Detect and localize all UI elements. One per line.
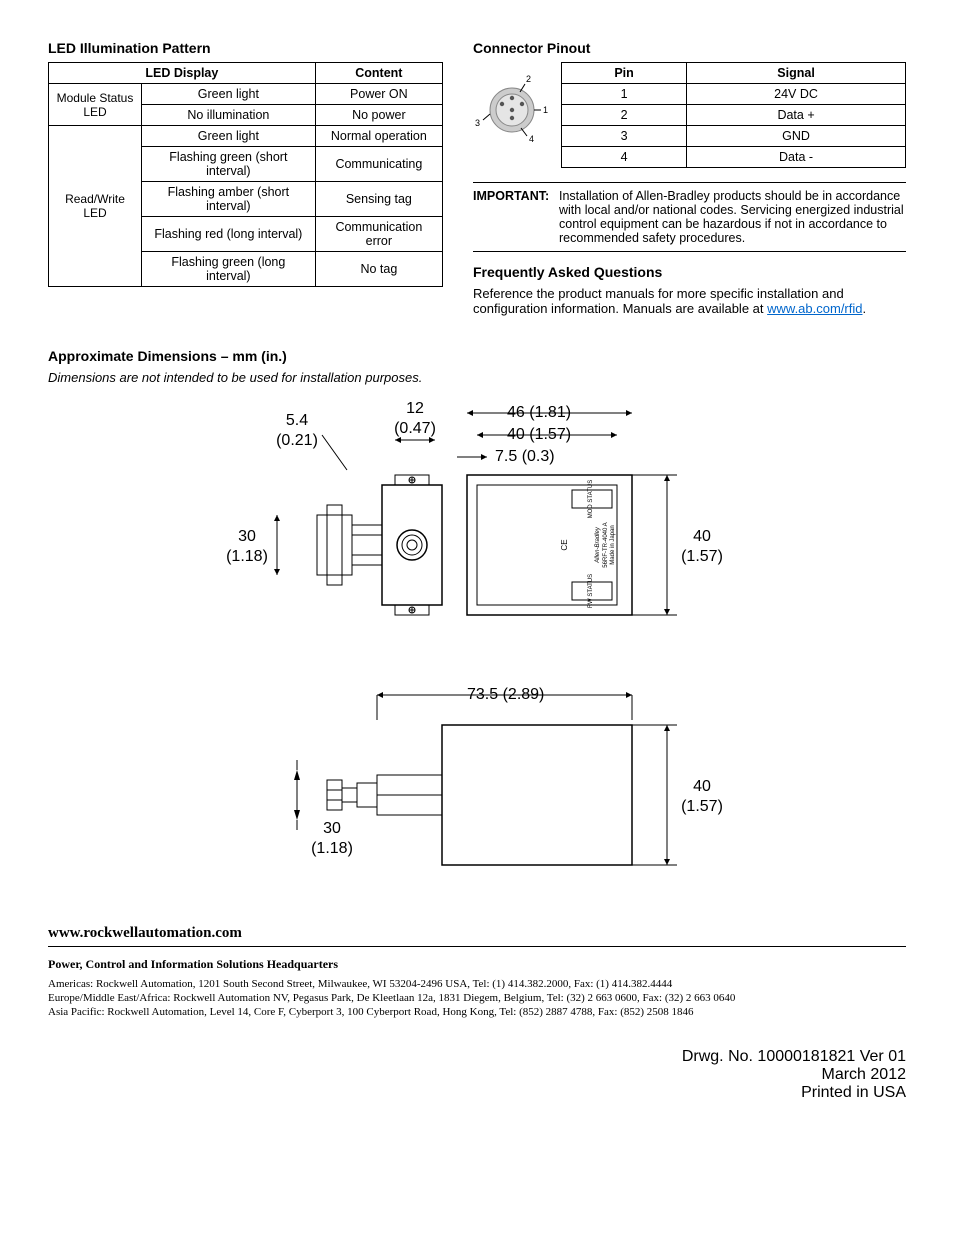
- svg-text:40: 40: [693, 778, 711, 795]
- led-cell: Communicating: [315, 147, 442, 182]
- pin-cell: 3: [562, 126, 687, 147]
- svg-text:30: 30: [238, 528, 256, 545]
- svg-text:46 (1.81): 46 (1.81): [507, 404, 571, 421]
- led-group-rw: Read/Write LED: [49, 126, 142, 287]
- svg-text:(1.18): (1.18): [226, 548, 268, 565]
- led-cell: Communication error: [315, 217, 442, 252]
- pin-label-3: 3: [475, 118, 480, 128]
- led-cell: Normal operation: [315, 126, 442, 147]
- footer-line: Asia Pacific: Rockwell Automation, Level…: [48, 1006, 906, 1018]
- svg-text:40 (1.57): 40 (1.57): [507, 426, 571, 443]
- led-cell: Power ON: [315, 84, 442, 105]
- led-cell: No power: [315, 105, 442, 126]
- pin-cell: 24V DC: [687, 84, 906, 105]
- dimension-figure-top: 5.4 (0.21) 12 (0.47) 46 (1.81) 40 (1.57)…: [177, 395, 777, 645]
- svg-text:RW STATUS: RW STATUS: [588, 574, 594, 608]
- led-header-content: Content: [315, 63, 442, 84]
- pinout-header-signal: Signal: [687, 63, 906, 84]
- doc-printed: Printed in USA: [48, 1084, 906, 1102]
- pin-label-2: 2: [526, 74, 531, 84]
- svg-text:(1.57): (1.57): [681, 548, 723, 565]
- svg-text:5.4: 5.4: [286, 412, 308, 429]
- important-label: IMPORTANT:: [473, 189, 559, 245]
- dimension-figure-side: 73.5 (2.89) 40 (1.57): [177, 675, 777, 885]
- faq-text: Reference the product manuals for more s…: [473, 286, 906, 316]
- faq-link[interactable]: www.ab.com/rfid: [767, 301, 862, 316]
- svg-text:30: 30: [323, 820, 341, 837]
- footer-divider: [48, 946, 906, 947]
- footer-line: Europe/Middle East/Africa: Rockwell Auto…: [48, 992, 906, 1004]
- led-group-module: Module Status LED: [49, 84, 142, 126]
- led-cell: Green light: [142, 84, 316, 105]
- important-text: Installation of Allen-Bradley products s…: [559, 189, 906, 245]
- svg-text:Allen-Bradley: Allen-Bradley: [595, 526, 601, 564]
- pinout-table: Pin Signal 124V DC 2Data + 3GND 4Data -: [561, 62, 906, 168]
- svg-text:CE: CE: [560, 539, 569, 550]
- led-cell: Green light: [142, 126, 316, 147]
- led-cell: Flashing amber (short interval): [142, 182, 316, 217]
- svg-text:Made in Japan: Made in Japan: [610, 525, 616, 564]
- pin-cell: 1: [562, 84, 687, 105]
- faq-title: Frequently Asked Questions: [473, 264, 906, 280]
- svg-text:MOD STATUS: MOD STATUS: [588, 480, 594, 518]
- svg-text:(1.18): (1.18): [311, 840, 353, 857]
- doc-drwg: Drwg. No. 10000181821 Ver 01: [48, 1048, 906, 1066]
- svg-text:73.5 (2.89): 73.5 (2.89): [467, 686, 544, 703]
- svg-text:7.5 (0.3): 7.5 (0.3): [495, 448, 555, 465]
- pin-cell: 4: [562, 147, 687, 168]
- footer-line: Americas: Rockwell Automation, 1201 Sout…: [48, 978, 906, 990]
- svg-text:40: 40: [693, 528, 711, 545]
- pinout-title: Connector Pinout: [473, 40, 906, 56]
- doc-date: March 2012: [48, 1066, 906, 1084]
- footer-head: Power, Control and Information Solutions…: [48, 957, 906, 972]
- pin-cell: Data +: [687, 105, 906, 126]
- footer-url[interactable]: www.rockwellautomation.com: [48, 925, 906, 942]
- dims-title: Approximate Dimensions – mm (in.): [48, 348, 906, 364]
- led-cell: No illumination: [142, 105, 316, 126]
- led-cell: Flashing green (long interval): [142, 252, 316, 287]
- led-cell: Sensing tag: [315, 182, 442, 217]
- led-table: LED Display Content Module Status LED Gr…: [48, 62, 443, 287]
- faq-suffix: .: [863, 301, 867, 316]
- pin-cell: GND: [687, 126, 906, 147]
- connector-diagram: 1 2 3 4: [473, 62, 551, 155]
- pin-cell: 2: [562, 105, 687, 126]
- pinout-header-pin: Pin: [562, 63, 687, 84]
- important-notice: IMPORTANT: Installation of Allen-Bradley…: [473, 182, 906, 252]
- led-cell: Flashing red (long interval): [142, 217, 316, 252]
- svg-text:12: 12: [406, 400, 424, 417]
- svg-text:(0.47): (0.47): [394, 420, 436, 437]
- svg-text:(0.21): (0.21): [276, 432, 318, 449]
- svg-text:56RF-TR-4040 A: 56RF-TR-4040 A: [603, 522, 609, 567]
- dims-note: Dimensions are not intended to be used f…: [48, 370, 906, 385]
- pin-label-4: 4: [529, 134, 534, 144]
- pin-cell: Data -: [687, 147, 906, 168]
- pin-label-1: 1: [543, 105, 548, 115]
- led-header-display: LED Display: [49, 63, 316, 84]
- svg-text:(1.57): (1.57): [681, 798, 723, 815]
- led-cell: No tag: [315, 252, 442, 287]
- led-title: LED Illumination Pattern: [48, 40, 443, 56]
- led-cell: Flashing green (short interval): [142, 147, 316, 182]
